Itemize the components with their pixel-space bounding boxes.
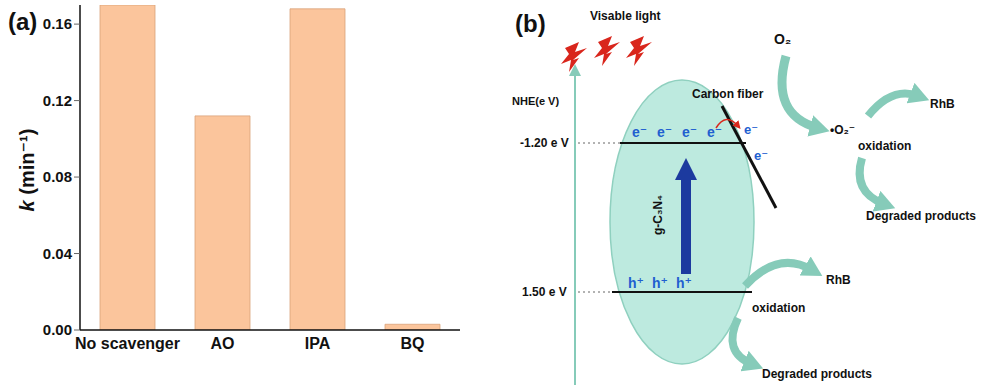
- svg-text:(a): (a): [8, 8, 37, 35]
- svg-text:Visable light: Visable light: [590, 9, 660, 23]
- svg-text:BQ: BQ: [401, 335, 425, 352]
- svg-text:h⁺: h⁺: [676, 275, 692, 291]
- svg-text:O₂: O₂: [774, 31, 791, 47]
- svg-text:0.04: 0.04: [43, 245, 73, 262]
- svg-text:Degraded products: Degraded products: [762, 367, 872, 381]
- svg-text:oxidation: oxidation: [752, 301, 805, 315]
- svg-text:(b): (b): [515, 10, 546, 37]
- svg-text:oxidation: oxidation: [858, 139, 911, 153]
- svg-text:e⁻: e⁻: [682, 124, 697, 140]
- svg-text:h⁺: h⁺: [652, 275, 668, 291]
- svg-text:e⁻: e⁻: [744, 122, 758, 137]
- svg-text:g-C₃N₄: g-C₃N₄: [651, 195, 665, 235]
- svg-text:e⁻: e⁻: [754, 148, 768, 163]
- svg-text:k (min⁻¹): k (min⁻¹): [16, 129, 38, 212]
- svg-text:0.16: 0.16: [43, 15, 72, 32]
- svg-text:e⁻: e⁻: [657, 124, 672, 140]
- svg-text:-1.20 e V: -1.20 e V: [520, 136, 569, 150]
- svg-text:Carbon fiber: Carbon fiber: [692, 87, 764, 101]
- svg-text:No scavenger: No scavenger: [75, 335, 180, 352]
- svg-text:1.50 e V: 1.50 e V: [522, 285, 567, 299]
- svg-text:RhB: RhB: [930, 97, 955, 111]
- svg-text:0.00: 0.00: [43, 321, 72, 338]
- svg-text:0.08: 0.08: [43, 168, 72, 185]
- svg-text:Degraded products: Degraded products: [866, 209, 976, 223]
- svg-text:0.12: 0.12: [43, 92, 72, 109]
- svg-text:•O₂⁻: •O₂⁻: [830, 123, 855, 137]
- svg-text:RhB: RhB: [826, 273, 851, 287]
- svg-text:h⁺: h⁺: [628, 275, 644, 291]
- svg-text:IPA: IPA: [305, 335, 331, 352]
- svg-text:NHE(e V): NHE(e V): [512, 95, 559, 107]
- svg-text:e⁻: e⁻: [632, 124, 647, 140]
- svg-text:AO: AO: [211, 335, 235, 352]
- svg-text:e⁻: e⁻: [707, 124, 722, 140]
